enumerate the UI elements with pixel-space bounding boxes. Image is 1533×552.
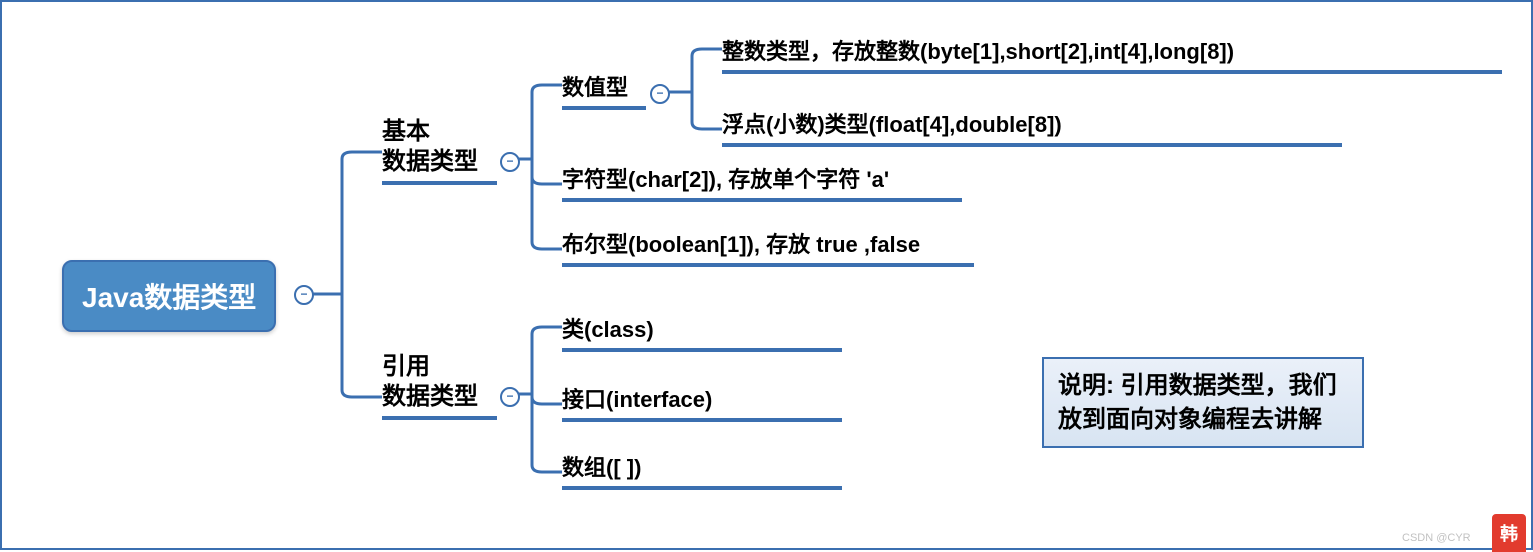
node-basic-line1: 基本: [382, 117, 497, 147]
node-int[interactable]: 整数类型，存放整数(byte[1],short[2],int[4],long[8…: [722, 34, 1502, 74]
node-basic[interactable]: 基本 数据类型: [382, 117, 497, 185]
node-ref[interactable]: 引用 数据类型: [382, 352, 497, 420]
node-bool[interactable]: 布尔型(boolean[1]), 存放 true ,false: [562, 227, 974, 267]
node-interface[interactable]: 接口(interface): [562, 382, 842, 422]
collapse-icon[interactable]: −: [500, 152, 520, 172]
node-char[interactable]: 字符型(char[2]), 存放单个字符 'a': [562, 162, 962, 202]
root-label: Java数据类型: [82, 282, 256, 313]
mindmap-canvas: Java数据类型 − 基本 数据类型 − 引用 数据类型 − 数值型 − 字符型…: [2, 2, 1531, 548]
node-ref-line1: 引用: [382, 352, 497, 382]
root-node[interactable]: Java数据类型: [62, 260, 276, 332]
node-numeric[interactable]: 数值型: [562, 70, 646, 110]
collapse-icon[interactable]: −: [294, 285, 314, 305]
brand-badge: 韩: [1492, 514, 1526, 552]
collapse-icon[interactable]: −: [500, 387, 520, 407]
collapse-icon[interactable]: −: [650, 84, 670, 104]
node-basic-line2: 数据类型: [382, 147, 497, 177]
node-float[interactable]: 浮点(小数)类型(float[4],double[8]): [722, 107, 1342, 147]
node-ref-line2: 数据类型: [382, 382, 497, 412]
note-box: 说明: 引用数据类型，我们放到面向对象编程去讲解: [1042, 357, 1364, 448]
node-class[interactable]: 类(class): [562, 312, 842, 352]
node-array[interactable]: 数组([ ]): [562, 450, 842, 490]
watermark-text: CSDN @CYR: [1402, 532, 1471, 544]
